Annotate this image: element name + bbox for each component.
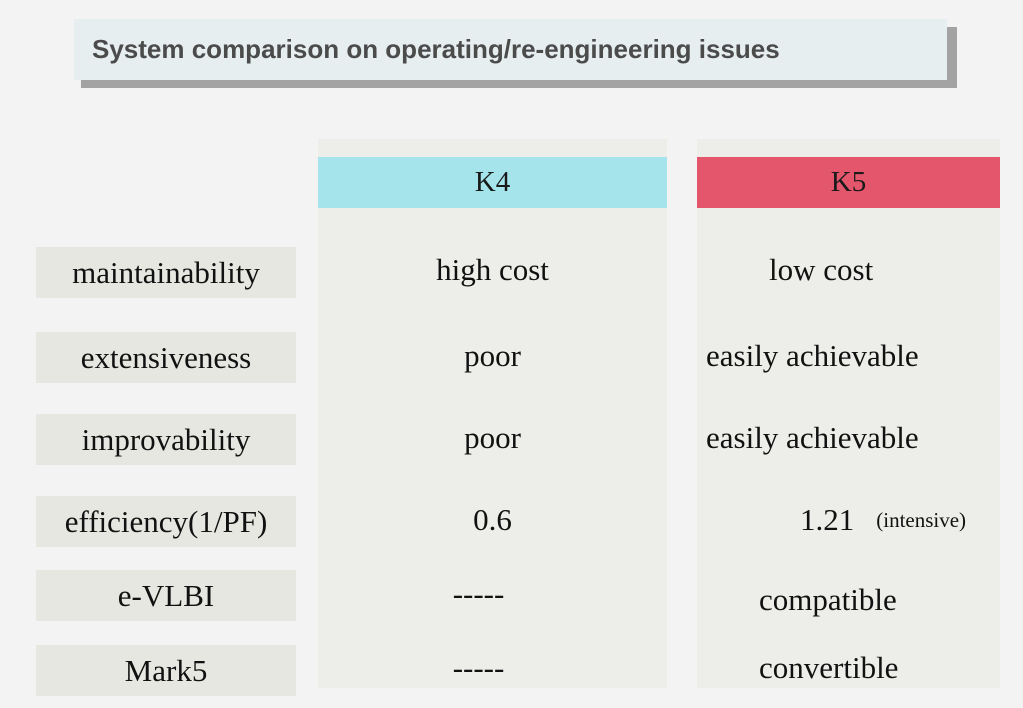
k5-cell-mark5: convertible [697, 648, 1023, 688]
k4-cell-maintainability: high cost [436, 252, 549, 287]
k5-value: 1.21 [800, 502, 855, 537]
k5-column-header: K5 [697, 157, 1000, 208]
row-label-e-vlbi: e-VLBI [36, 570, 296, 621]
k5-value: convertible [759, 650, 899, 685]
k5-cell-e-vlbi: compatible [697, 580, 1023, 620]
k5-cell-improvability: easily achievable [697, 418, 1009, 458]
row-label-improvability: improvability [36, 414, 296, 465]
k4-cell-e-vlbi: ----- [452, 576, 505, 611]
k5-cell-extensiveness: easily achievable [697, 336, 1009, 376]
row-label-efficiency: efficiency(1/PF) [36, 496, 296, 547]
k4-cell-improvability: poor [464, 420, 521, 455]
row-label-mark5: Mark5 [36, 645, 296, 696]
row-label-extensiveness: extensiveness [36, 332, 296, 383]
k4-column-background [318, 139, 667, 688]
k4-cell-mark5: ----- [452, 650, 505, 685]
k4-cell-extensiveness: poor [464, 338, 521, 373]
k5-note: (intensive) [876, 507, 967, 532]
k5-value: easily achievable [706, 420, 919, 455]
k5-value: compatible [759, 582, 897, 617]
row-label-maintainability: maintainability [36, 247, 296, 298]
k5-value: easily achievable [706, 338, 919, 373]
k5-cell-efficiency: 1.21 (intensive) [697, 500, 1023, 540]
title-box: System comparison on operating/re-engine… [74, 19, 947, 80]
k4-cell-efficiency: 0.6 [473, 502, 512, 537]
k4-column-header: K4 [318, 157, 667, 208]
page-title: System comparison on operating/re-engine… [92, 34, 780, 64]
k5-column-background [697, 139, 1000, 688]
k5-value: low cost [769, 252, 874, 287]
k5-cell-maintainability: low cost [697, 250, 1023, 290]
